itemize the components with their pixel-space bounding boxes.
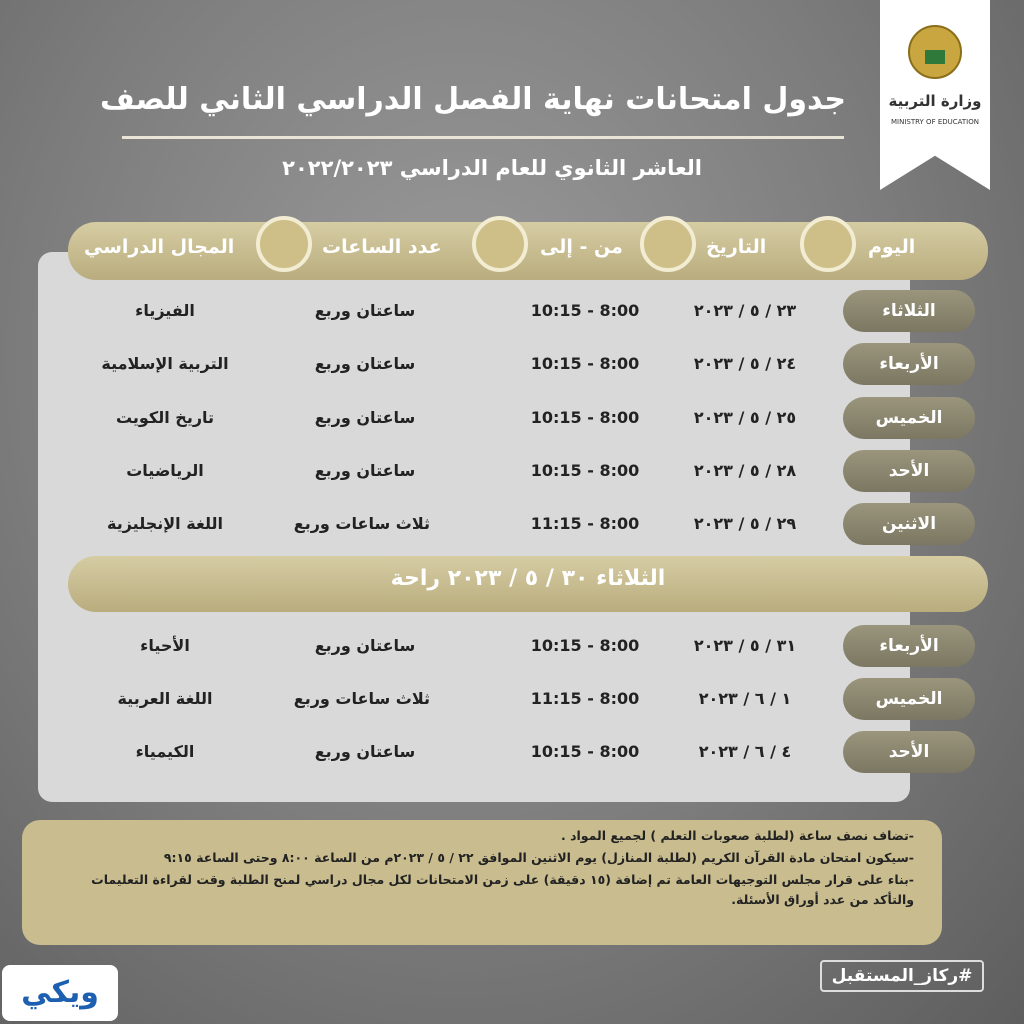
- date-cell: ٢٤ / ٥ / ٢٠٢٣: [693, 354, 797, 373]
- header-hours: عدد الساعات: [322, 236, 442, 258]
- watermark: ويكي: [2, 965, 118, 1021]
- header-subject: المجال الدراسي: [84, 236, 235, 258]
- hours-cell: ثلاث ساعات وربع: [293, 514, 430, 533]
- notes-box: [22, 820, 942, 945]
- date-cell: ٢٣ / ٥ / ٢٠٢٣: [693, 301, 797, 320]
- hours-cell: ساعتان وربع: [314, 354, 416, 373]
- day-cell: الثلاثاء: [843, 290, 975, 332]
- day-cell: الاثنين: [843, 503, 975, 545]
- day-cell: الأربعاء: [843, 343, 975, 385]
- subject-cell: الكيمياء: [135, 742, 195, 761]
- day-cell: الأحد: [843, 731, 975, 773]
- subject-cell: تاريخ الكويت: [115, 408, 215, 427]
- divider: [122, 136, 844, 139]
- time-cell: 10:15 - 8:00: [530, 742, 640, 761]
- subject-cell: الفيزياء: [135, 301, 195, 320]
- subject-cell: الأحياء: [140, 636, 190, 655]
- time-cell: 10:15 - 8:00: [530, 408, 640, 427]
- date-cell: ٣١ / ٥ / ٢٠٢٣: [693, 636, 797, 655]
- day-cell: الخميس: [843, 678, 975, 720]
- date-cell: ٢٩ / ٥ / ٢٠٢٣: [693, 514, 797, 533]
- time-cell: 10:15 - 8:00: [530, 461, 640, 480]
- header-date: التاريخ: [706, 236, 767, 258]
- logo-text: وزارة التربية: [888, 92, 982, 110]
- clock-icon: [640, 216, 696, 272]
- date-cell: ٢٨ / ٥ / ٢٠٢٣: [693, 461, 797, 480]
- hours-cell: ساعتان وربع: [314, 742, 416, 761]
- logo-ribbon: وزارة التربية MINISTRY OF EDUCATION: [880, 0, 990, 190]
- hours-cell: ساعتان وربع: [314, 408, 416, 427]
- day-cell: الأحد: [843, 450, 975, 492]
- subject-cell: اللغة الإنجليزية: [107, 514, 223, 533]
- hashtag: #ركاز_المستقبل: [820, 960, 984, 992]
- day-cell: الأربعاء: [843, 625, 975, 667]
- header-day: اليوم: [868, 236, 916, 258]
- time-cell: 11:15 - 8:00: [530, 514, 640, 533]
- time-cell: 10:15 - 8:00: [530, 636, 640, 655]
- note: -سيكون امتحان مادة القرآن الكريم (لطلبة …: [163, 850, 914, 865]
- date-cell: ٤ / ٦ / ٢٠٢٣: [698, 742, 792, 761]
- hours-cell: ساعتان وربع: [314, 301, 416, 320]
- emblem: [908, 25, 962, 79]
- time-cell: 10:15 - 8:00: [530, 354, 640, 373]
- clock-icon: [472, 216, 528, 272]
- note: -تضاف نصف ساعة (لطلبة صعوبات التعلم ) لج…: [561, 828, 914, 843]
- time-cell: 11:15 - 8:00: [530, 689, 640, 708]
- date-cell: ٢٥ / ٥ / ٢٠٢٣: [693, 408, 797, 427]
- table-panel: [38, 252, 910, 802]
- note: -بناء على قرار مجلس التوجيهات العامة تم …: [91, 872, 914, 907]
- title: جدول امتحانات نهاية الفصل الدراسي الثاني…: [100, 82, 846, 117]
- logo-subtext: MINISTRY OF EDUCATION: [891, 118, 979, 126]
- subtitle: العاشر الثانوي للعام الدراسي ٢٠٢٢/٢٠٢٣: [282, 156, 702, 180]
- header-time: من - إلى: [540, 236, 623, 258]
- calendar-icon: [800, 216, 856, 272]
- hours-cell: ساعتان وربع: [314, 461, 416, 480]
- hours-cell: ساعتان وربع: [314, 636, 416, 655]
- rest-day: الثلاثاء ٣٠ / ٥ / ٢٠٢٣ راحة: [390, 566, 666, 591]
- day-cell: الخميس: [843, 397, 975, 439]
- rest-bar: [68, 556, 988, 612]
- subject-cell: اللغة العربية: [117, 689, 213, 708]
- time-cell: 10:15 - 8:00: [530, 301, 640, 320]
- subject-cell: الرياضيات: [126, 461, 204, 480]
- hours-cell: ثلاث ساعات وربع: [293, 689, 430, 708]
- book-icon: [256, 216, 312, 272]
- date-cell: ١ / ٦ / ٢٠٢٣: [698, 689, 792, 708]
- subject-cell: التربية الإسلامية: [101, 354, 229, 373]
